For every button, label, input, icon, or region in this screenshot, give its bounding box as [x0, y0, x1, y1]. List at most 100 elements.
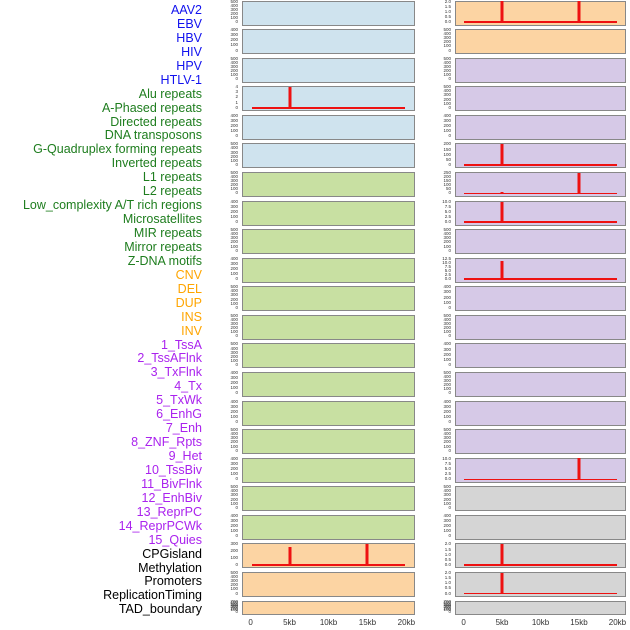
y-tick-label: 100 — [230, 14, 238, 20]
y-tick-label: 500 — [443, 84, 451, 90]
y-tick-label: 300 — [230, 375, 238, 381]
y-tick-label: 500 — [230, 341, 238, 347]
y-tick-label: 500 — [230, 570, 238, 575]
y-tick-label: 300 — [230, 492, 238, 498]
y-tick-label: 0 — [235, 390, 238, 396]
y-tick-label: 500 — [443, 55, 451, 61]
y-tick-label: 100 — [443, 299, 451, 305]
y-tick-label: 200 — [230, 208, 238, 214]
y-tick-label: 2.0 — [444, 570, 451, 575]
track-label: 8_ZNF_Rpts — [131, 435, 202, 450]
y-tick-label: 300 — [443, 492, 451, 498]
y-tick-label: 0 — [235, 447, 238, 453]
y-tick-label: 0 — [235, 590, 238, 596]
track-label: Low_complexity A/T rich regions — [22, 198, 202, 213]
y-tick-label: 2 — [235, 94, 238, 100]
y-tick-label: 100 — [230, 555, 238, 561]
y-tick-label: 200 — [230, 67, 238, 73]
y-tick-label: 700 — [443, 599, 451, 604]
track-label: Inverted repeats — [111, 156, 202, 171]
y-tick-label: 500 — [230, 601, 238, 607]
y-tick-label: 500 — [230, 141, 238, 147]
track-plot — [242, 601, 415, 615]
y-tick-label: 200 — [443, 523, 451, 529]
y-tick-label: 200 — [230, 582, 238, 588]
y-tick-label: 300 — [230, 203, 238, 209]
y-tick-label: 100 — [443, 43, 451, 49]
y-tick-label: 400 — [443, 512, 451, 518]
y-tick-label: 300 — [443, 435, 451, 441]
track-plot — [242, 229, 415, 255]
track-label: 10_TssBiv — [145, 462, 202, 477]
y-tick-label: 0.0 — [444, 476, 451, 482]
y-tick-label: 200 — [230, 296, 238, 302]
y-tick-label: 200 — [230, 605, 238, 611]
track-plot — [242, 314, 415, 340]
y-tick-label: 300 — [230, 517, 238, 523]
y-tick-label: 400 — [230, 574, 238, 580]
y-tick-label: 400 — [230, 145, 238, 151]
y-tick-label: 150 — [443, 146, 451, 152]
y-tick-label: 400 — [443, 59, 451, 65]
y-tick-label: 200 — [443, 39, 451, 45]
y-tick-label: 300 — [443, 604, 451, 610]
signal-spike — [365, 544, 369, 566]
y-tick-label: 0 — [448, 247, 451, 253]
y-tick-label: 400 — [443, 488, 451, 494]
y-tick-label: 3 — [235, 89, 238, 95]
y-tick-label: 400 — [443, 603, 451, 609]
y-tick-label: 100 — [443, 386, 451, 392]
y-tick-label: 100 — [230, 72, 238, 78]
y-tick-label: 0 — [448, 133, 451, 139]
y-tick-label: 100 — [230, 128, 238, 134]
y-tick-label: 2.5 — [444, 471, 451, 477]
y-tick-label: 100 — [230, 528, 238, 534]
track-label: Alu repeats — [138, 86, 202, 101]
y-tick-label: 0.0 — [444, 276, 451, 282]
y-tick-label: 400 — [230, 512, 238, 518]
y-tick-label: 400 — [443, 374, 451, 380]
y-tick-label: 100 — [443, 100, 451, 106]
y-tick-label: 200 — [443, 141, 451, 147]
y-tick-label: 300 — [230, 403, 238, 409]
signal-spike — [288, 86, 292, 109]
y-tick-label: 100 — [230, 586, 238, 592]
track-label: 9_Het — [168, 449, 202, 463]
signal-baseline — [464, 221, 617, 223]
track-plot — [242, 457, 415, 483]
track-label: Promoters — [144, 574, 202, 589]
y-tick-label: 300 — [230, 178, 238, 184]
y-tick-label: 400 — [230, 369, 238, 375]
y-tick-label: 10.0 — [442, 198, 451, 204]
y-tick-label: 200 — [230, 523, 238, 529]
y-tick-label: 200 — [443, 605, 451, 611]
y-tick-label: 100 — [230, 243, 238, 249]
y-tick-label: 10.0 — [442, 455, 451, 461]
track-label: ReplicationTiming — [103, 588, 202, 603]
track-plot — [242, 0, 415, 26]
y-tick-label: 300 — [230, 117, 238, 123]
y-tick-label: 300 — [443, 35, 451, 41]
y-tick-label: 7.5 — [444, 460, 451, 466]
track-plot — [455, 171, 626, 197]
signal-spike — [500, 202, 504, 223]
track-plot — [455, 429, 626, 455]
y-tick-label: 0 — [448, 608, 451, 614]
y-tick-label: 400 — [443, 112, 451, 118]
y-tick-label: 0 — [235, 190, 238, 196]
track-label: CNV — [175, 267, 202, 282]
y-tick-label: 400 — [443, 31, 451, 37]
track-label: Directed repeats — [110, 114, 202, 129]
signal-spike — [577, 172, 581, 195]
y-tick-label: 200 — [443, 239, 451, 245]
y-tick-label: 600 — [230, 600, 238, 606]
signal-baseline — [464, 478, 617, 481]
y-tick-label: 100 — [443, 329, 451, 335]
y-tick-label: 500 — [443, 227, 451, 233]
track-label: L2 repeats — [142, 184, 202, 199]
track-label: HIV — [181, 44, 202, 59]
y-tick-label: 0 — [235, 476, 238, 482]
track-plot — [242, 86, 415, 112]
signal-spike — [577, 458, 581, 481]
